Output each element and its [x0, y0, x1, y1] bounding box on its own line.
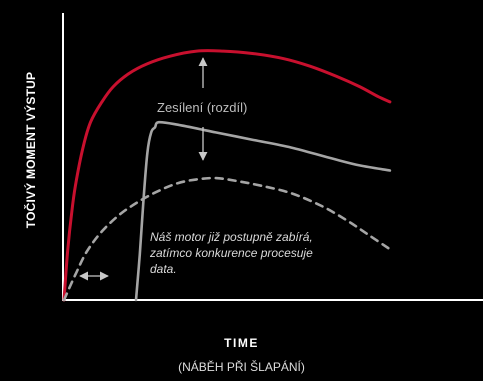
annotation-gain: Zesílení (rozdíl): [157, 100, 248, 115]
annotation-note-line: zatímco konkurence procesuje: [150, 246, 313, 260]
series-line-base: [62, 176, 392, 302]
annotation-note-line: Náš motor již postupně zabírá,: [150, 230, 313, 244]
series-line-boost: [62, 49, 392, 302]
x-axis-sublabel: (NÁBĚH PŘI ŠLAPÁNÍ): [178, 360, 305, 374]
annotation-note-line: data.: [150, 262, 177, 276]
annotation-note: Náš motor již postupně zabírá, zatímco k…: [150, 229, 390, 277]
x-axis-label: TIME: [224, 336, 259, 350]
y-axis-label: TOČIVÝ MOMENT VÝSTUP: [24, 71, 38, 229]
series-line-competitor: [134, 120, 392, 302]
